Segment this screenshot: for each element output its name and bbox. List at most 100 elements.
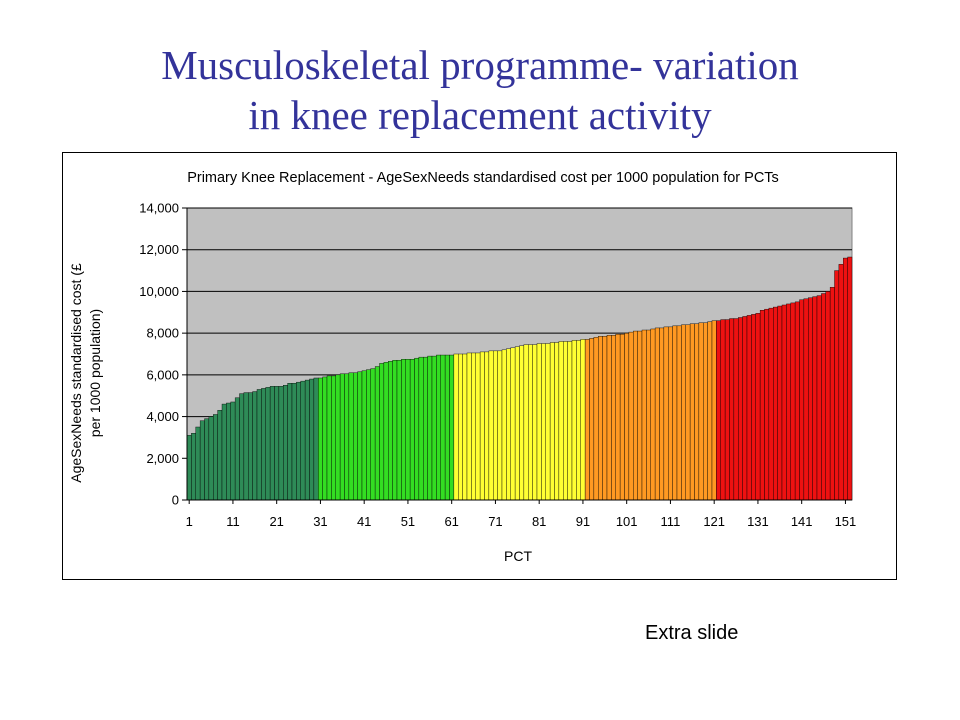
slide-title: Musculoskeletal programme- variation in …: [0, 40, 960, 140]
bar: [213, 414, 218, 501]
footer-note: Extra slide: [645, 622, 739, 644]
bar: [339, 373, 345, 501]
bar: [204, 418, 210, 501]
bar: [440, 354, 446, 501]
bar: [580, 339, 586, 501]
x-tick-label: 11: [226, 514, 240, 529]
bar: [458, 353, 463, 501]
bar: [790, 302, 796, 501]
x-tick-label: 51: [401, 514, 415, 529]
x-tick-label: 81: [532, 514, 546, 529]
bar: [296, 381, 301, 501]
bar: [558, 341, 564, 501]
x-tick-label: 91: [576, 514, 590, 529]
x-axis-label: PCT: [504, 548, 532, 564]
bar: [681, 324, 686, 501]
bar: [689, 323, 695, 501]
bar: [221, 403, 227, 501]
bar: [510, 347, 516, 501]
bar: [650, 328, 656, 501]
bar: [344, 373, 350, 501]
bar: [637, 330, 643, 501]
bar: [300, 380, 306, 501]
bar: [742, 316, 748, 501]
bar: [348, 372, 354, 501]
bar: [528, 344, 533, 501]
bar: [274, 386, 280, 501]
bar: [309, 378, 315, 501]
bar: [361, 370, 367, 501]
x-tick-label: 141: [791, 514, 813, 529]
bar: [733, 318, 739, 501]
bar: [401, 359, 406, 501]
bar: [248, 392, 253, 501]
knee-replacement-chart: Primary Knee Replacement - AgeSexNeeds s…: [68, 170, 856, 564]
bar: [444, 354, 450, 501]
bar: [379, 363, 385, 501]
bar: [186, 435, 192, 501]
bar: [269, 386, 275, 501]
x-tick-label: 111: [661, 514, 681, 529]
bar: [493, 350, 498, 501]
x-tick-label: 31: [313, 514, 327, 529]
bar: [584, 339, 590, 501]
bar: [278, 386, 284, 501]
bar: [773, 306, 778, 501]
bar: [287, 382, 293, 501]
bar: [711, 320, 717, 501]
bar: [703, 322, 708, 501]
bar: [799, 299, 805, 501]
y-tick-label: 14,000: [139, 201, 179, 216]
bar: [208, 416, 214, 501]
bar: [313, 377, 319, 501]
x-tick-label: 21: [269, 514, 283, 529]
y-tick-label: 2,000: [146, 451, 179, 466]
x-tick-label: 41: [357, 514, 371, 529]
bar: [392, 360, 398, 501]
bar: [698, 322, 704, 501]
bar: [436, 354, 441, 501]
y-axis-label-line-2: per 1000 population): [87, 309, 103, 437]
bar: [291, 382, 297, 501]
bar: [453, 353, 459, 501]
bar: [217, 410, 223, 501]
bar: [234, 397, 240, 501]
bar: [331, 375, 336, 501]
bar: [729, 318, 735, 501]
bar: [829, 287, 835, 501]
bar: [751, 314, 756, 501]
bar: [589, 338, 595, 501]
bar: [318, 377, 323, 501]
y-tick-label: 6,000: [146, 367, 179, 382]
bar: [576, 340, 581, 501]
bar: [449, 354, 455, 501]
x-tick-label: 101: [616, 514, 638, 529]
bar: [615, 333, 621, 501]
y-axis-label-line-1: AgeSexNeeds standardised cost (£: [68, 263, 84, 483]
bar: [366, 369, 371, 501]
bar: [475, 352, 481, 501]
bar: [427, 355, 433, 501]
bar: [335, 374, 341, 501]
bar: [676, 325, 682, 501]
y-tick-label: 10,000: [139, 284, 179, 299]
bar: [252, 391, 258, 501]
bar: [646, 329, 651, 501]
bar: [593, 337, 599, 501]
bar: [226, 402, 231, 501]
bar: [545, 343, 551, 501]
bar: [519, 345, 525, 501]
bar: [374, 366, 380, 501]
bar: [624, 332, 630, 501]
bar: [388, 361, 393, 501]
bar: [541, 343, 546, 501]
bar: [654, 327, 660, 501]
bar: [786, 303, 791, 501]
bar: [418, 356, 424, 501]
bar: [834, 270, 840, 501]
bar: [405, 359, 411, 501]
bar: [501, 349, 507, 501]
bar: [230, 401, 236, 501]
bar: [847, 256, 853, 501]
bar: [243, 392, 249, 501]
